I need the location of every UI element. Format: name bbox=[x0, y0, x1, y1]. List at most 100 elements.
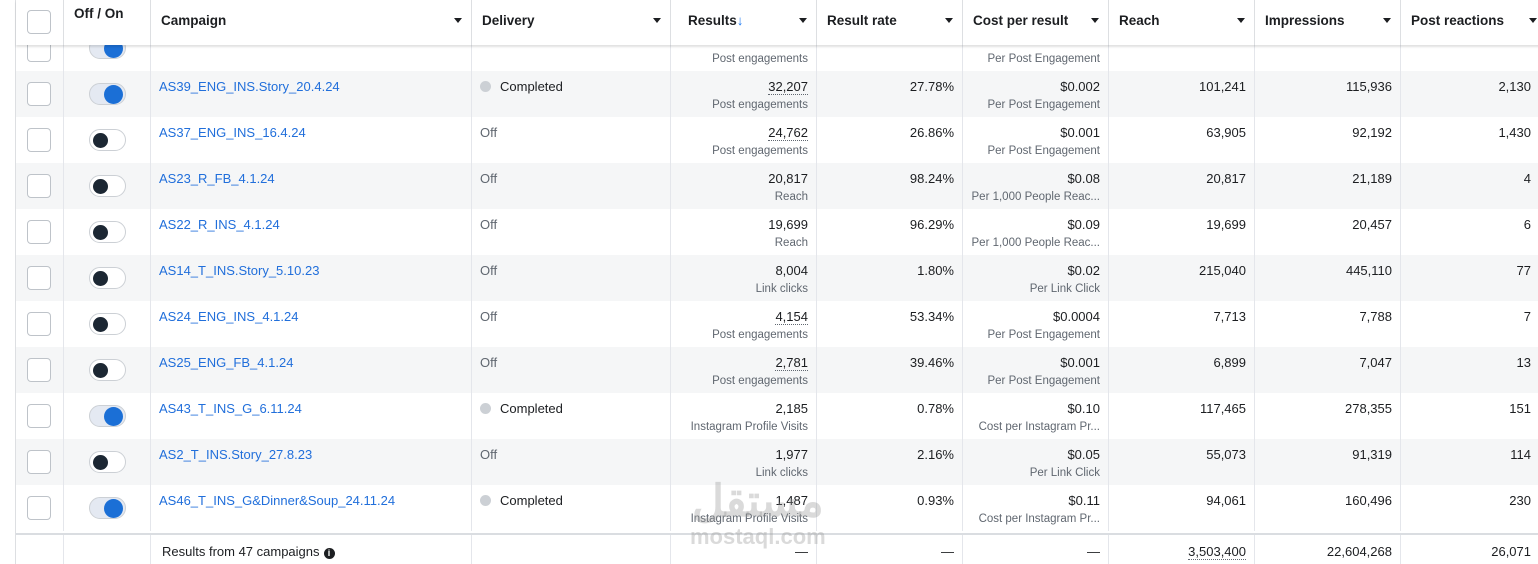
campaign-name-link[interactable]: AS43_T_INS_G_6.11.24 bbox=[159, 401, 302, 416]
caret-down-icon[interactable] bbox=[653, 18, 661, 23]
toggle-switch[interactable] bbox=[89, 83, 126, 105]
table-cell: $0.08 Per 1,000 People Reac... bbox=[963, 163, 1109, 209]
results-value: 20,817 bbox=[768, 171, 808, 186]
row-checkbox[interactable] bbox=[27, 358, 51, 382]
row-checkbox[interactable] bbox=[27, 128, 51, 152]
header-cost-per-result[interactable]: Cost per result bbox=[963, 0, 1109, 45]
campaign-name-link[interactable]: AS2_T_INS.Story_27.8.23 bbox=[159, 447, 313, 462]
post-reactions-value: 114 bbox=[1510, 447, 1531, 462]
row-checkbox[interactable] bbox=[27, 220, 51, 244]
table-cell: 13 bbox=[1401, 347, 1538, 393]
footer-label: Results from 47 campaigns bbox=[162, 544, 320, 559]
caret-down-icon[interactable] bbox=[1091, 18, 1099, 23]
table-cell: 63,905 bbox=[1109, 117, 1255, 163]
table-cell: 1,487 Instagram Profile Visits bbox=[671, 485, 817, 531]
results-value: 19,699 bbox=[768, 217, 808, 232]
table-cell: 1,430 bbox=[1401, 117, 1538, 163]
status-dot-icon bbox=[480, 495, 491, 506]
cost-type: Per Post Engagement bbox=[987, 145, 1100, 157]
toggle-switch[interactable] bbox=[89, 451, 126, 473]
delivery-label: Off bbox=[480, 217, 498, 232]
table-cell: 101,241 bbox=[1109, 71, 1255, 117]
delivery-label: Off bbox=[480, 263, 498, 278]
info-icon[interactable]: i bbox=[323, 548, 335, 559]
campaign-name-link[interactable]: AS14_T_INS.Story_5.10.23 bbox=[159, 263, 320, 278]
table-cell: 6 bbox=[1401, 209, 1538, 255]
table-cell: AS22_R_INS_4.1.24 bbox=[151, 209, 472, 255]
caret-down-icon[interactable] bbox=[945, 18, 953, 23]
cost-type: Per 1,000 People Reac... bbox=[971, 237, 1101, 249]
header-post-reactions[interactable]: Post reactions bbox=[1401, 0, 1538, 45]
caret-down-icon[interactable] bbox=[1383, 18, 1391, 23]
cost-per-result: $0.0004 bbox=[1053, 309, 1100, 324]
toggle-switch[interactable] bbox=[89, 313, 126, 335]
table-footer: Results from 47 campaigns i — — — 3,503,4… bbox=[16, 533, 1538, 564]
header-campaign[interactable]: Campaign bbox=[151, 0, 472, 45]
toggle-switch[interactable] bbox=[89, 405, 126, 427]
toggle-switch[interactable] bbox=[89, 497, 126, 519]
caret-down-icon[interactable] bbox=[799, 18, 807, 23]
results-value: 32,207 bbox=[768, 79, 808, 95]
row-checkbox[interactable] bbox=[27, 312, 51, 336]
campaign-name-link[interactable]: AS24_ENG_INS_4.1.24 bbox=[159, 309, 299, 324]
sort-descending-icon[interactable]: ↓ bbox=[736, 13, 744, 28]
post-reactions-value: 7 bbox=[1523, 309, 1531, 324]
toggle-switch[interactable] bbox=[89, 267, 126, 289]
impressions-value: 91,319 bbox=[1352, 447, 1392, 462]
result-rate: 96.29% bbox=[909, 217, 954, 232]
table-cell: 8,004 Link clicks bbox=[671, 255, 817, 301]
delivery-label: Off bbox=[480, 125, 498, 140]
table-cell: $0.11 Cost per Instagram Pr... bbox=[963, 485, 1109, 531]
campaign-name-link[interactable]: AS46_T_INS_G&Dinner&Soup_24.11.24 bbox=[159, 493, 396, 508]
table-cell: Off bbox=[472, 255, 671, 301]
cost-per-result: $0.001 bbox=[1060, 125, 1100, 140]
row-checkbox[interactable] bbox=[27, 266, 51, 290]
table-cell bbox=[64, 301, 151, 347]
row-checkbox[interactable] bbox=[27, 404, 51, 428]
campaign-name-link[interactable]: AS37_ENG_INS_16.4.24 bbox=[159, 125, 306, 140]
row-checkbox[interactable] bbox=[27, 450, 51, 474]
campaign-name-link[interactable]: AS39_ENG_INS.Story_20.4.24 bbox=[159, 79, 340, 94]
table-cell: Off bbox=[472, 117, 671, 163]
select-all-checkbox[interactable] bbox=[27, 10, 51, 34]
row-checkbox[interactable] bbox=[27, 82, 51, 106]
reach-value: 94,061 bbox=[1206, 493, 1246, 508]
footer-summary: Results from 47 campaigns i bbox=[162, 544, 335, 559]
cost-per-result: $0.09 bbox=[1067, 217, 1100, 232]
header-impressions[interactable]: Impressions bbox=[1255, 0, 1401, 45]
row-checkbox[interactable] bbox=[27, 174, 51, 198]
footer-rate: — bbox=[941, 544, 954, 559]
result-rate: 98.24% bbox=[909, 171, 954, 186]
results-type: Reach bbox=[774, 191, 808, 203]
result-rate: 39.46% bbox=[909, 355, 954, 370]
table-cell: Off bbox=[472, 347, 671, 393]
toggle-switch[interactable] bbox=[89, 175, 126, 197]
header-select-all bbox=[16, 0, 64, 45]
campaign-name-link[interactable]: AS25_ENG_FB_4.1.24 bbox=[159, 355, 294, 370]
table-cell: 98.24% bbox=[817, 163, 963, 209]
cost-type: Per Link Click bbox=[1029, 467, 1100, 479]
impressions-value: 445,110 bbox=[1345, 263, 1392, 278]
results-value: 1,977 bbox=[775, 447, 808, 462]
toggle-switch[interactable] bbox=[89, 221, 126, 243]
row-checkbox[interactable] bbox=[27, 496, 51, 520]
header-post-reactions-label: Post reactions bbox=[1411, 13, 1505, 28]
table-cell bbox=[16, 393, 64, 439]
header-reach[interactable]: Reach bbox=[1109, 0, 1255, 45]
toggle-knob bbox=[104, 85, 123, 104]
header-delivery[interactable]: Delivery bbox=[472, 0, 671, 45]
caret-down-icon[interactable] bbox=[1529, 18, 1537, 23]
toggle-switch[interactable] bbox=[89, 129, 126, 151]
toggle-switch[interactable] bbox=[89, 359, 126, 381]
results-value: 1,487 bbox=[775, 493, 808, 508]
table-cell: 94,061 bbox=[1109, 485, 1255, 531]
reach-value: 19,699 bbox=[1206, 217, 1246, 232]
table-cell: 24,762 Post engagements bbox=[671, 117, 817, 163]
header-result-rate[interactable]: Result rate bbox=[817, 0, 963, 45]
caret-down-icon[interactable] bbox=[1237, 18, 1245, 23]
header-results[interactable]: Results↓ bbox=[671, 0, 817, 45]
campaign-name-link[interactable]: AS23_R_FB_4.1.24 bbox=[159, 171, 275, 186]
left-edge bbox=[0, 0, 15, 564]
campaign-name-link[interactable]: AS22_R_INS_4.1.24 bbox=[159, 217, 280, 232]
caret-down-icon[interactable] bbox=[454, 18, 462, 23]
